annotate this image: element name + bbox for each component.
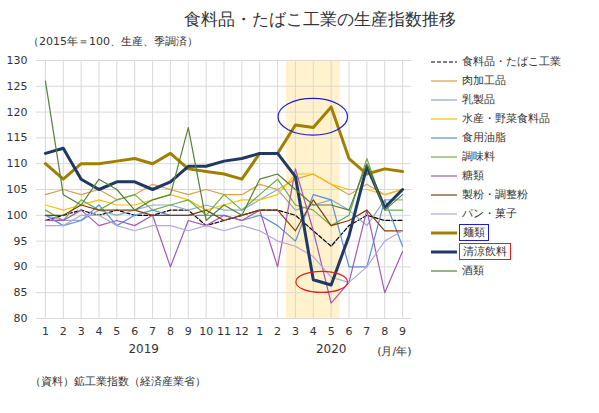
svg-text:4: 4 xyxy=(96,325,103,338)
html-text:食料品・たばこ工業: 食料品・たばこ工業 xyxy=(462,55,561,68)
svg-text:8: 8 xyxy=(381,325,388,338)
html-text:水産・野菜食料品: 水産・野菜食料品 xyxy=(462,112,550,125)
svg-text:(月/年): (月/年) xyxy=(377,345,411,358)
html-text:肉加工品: 肉加工品 xyxy=(462,74,506,87)
svg-text:2: 2 xyxy=(274,325,281,338)
svg-text:110: 110 xyxy=(7,157,28,170)
svg-text:3: 3 xyxy=(78,325,85,338)
svg-text:125: 125 xyxy=(7,80,28,93)
html-text:パン・菓子: パン・菓子 xyxy=(462,207,517,220)
html-text:麺類: 麺類 xyxy=(463,226,485,239)
html-text:製粉・調整粉: 製粉・調整粉 xyxy=(462,188,528,201)
html-text:（資料）鉱工業指数（経済産業省）: （資料）鉱工業指数（経済産業省） xyxy=(30,375,206,388)
svg-text:100: 100 xyxy=(7,209,28,222)
html-text:清涼飲料: 清涼飲料 xyxy=(463,245,507,258)
svg-text:95: 95 xyxy=(14,235,28,248)
svg-text:6: 6 xyxy=(346,325,353,338)
svg-text:7: 7 xyxy=(363,325,370,338)
svg-text:11: 11 xyxy=(217,325,231,338)
svg-text:9: 9 xyxy=(399,325,406,338)
svg-text:2: 2 xyxy=(60,325,67,338)
html-text:糖類: 糖類 xyxy=(462,169,484,182)
svg-text:115: 115 xyxy=(7,131,28,144)
svg-text:105: 105 xyxy=(7,183,28,196)
svg-text:90: 90 xyxy=(14,260,28,273)
svg-text:85: 85 xyxy=(14,286,28,299)
svg-text:3: 3 xyxy=(292,325,299,338)
svg-text:1: 1 xyxy=(256,325,263,338)
svg-text:6: 6 xyxy=(131,325,138,338)
svg-text:7: 7 xyxy=(149,325,156,338)
html-text:（2015年＝100、生産、季調済）: （2015年＝100、生産、季調済） xyxy=(28,35,198,48)
svg-text:9: 9 xyxy=(185,325,192,338)
svg-text:5: 5 xyxy=(328,325,335,338)
html-text:酒類: 酒類 xyxy=(462,264,484,277)
svg-text:5: 5 xyxy=(113,325,120,338)
svg-text:12: 12 xyxy=(235,325,249,338)
html-text:食料品・たばこ工業の生産指数推移: 食料品・たばこ工業の生産指数推移 xyxy=(183,9,456,29)
svg-text:80: 80 xyxy=(14,312,28,325)
html-text:調味料: 調味料 xyxy=(462,150,495,163)
svg-text:4: 4 xyxy=(310,325,317,338)
svg-text:120: 120 xyxy=(7,106,28,119)
svg-text:2019: 2019 xyxy=(128,342,159,356)
html-text:食用油脂: 食用油脂 xyxy=(462,131,506,144)
svg-text:10: 10 xyxy=(199,325,213,338)
svg-text:130: 130 xyxy=(7,54,28,67)
svg-text:8: 8 xyxy=(167,325,174,338)
svg-text:1: 1 xyxy=(42,325,49,338)
svg-text:2020: 2020 xyxy=(316,342,347,356)
html-text:乳製品: 乳製品 xyxy=(462,93,495,106)
